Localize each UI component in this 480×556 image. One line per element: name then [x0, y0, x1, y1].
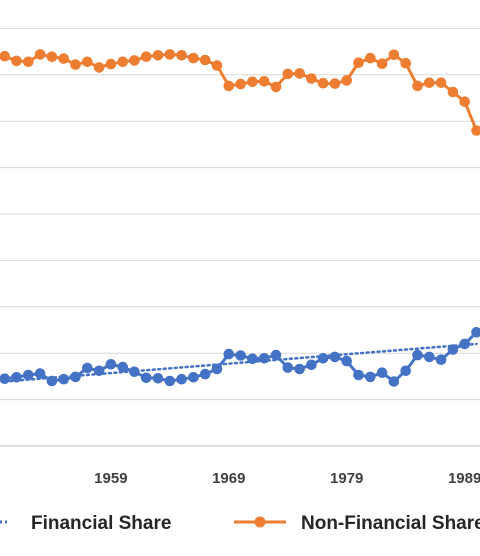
- nonfinancial-point: [188, 52, 199, 64]
- nonfinancial-point: [164, 49, 176, 60]
- financial-point: [459, 338, 471, 350]
- financial-point: [447, 344, 459, 355]
- financial-point: [0, 373, 10, 384]
- nonfinancial-point: [365, 52, 376, 64]
- financial-point: [329, 351, 341, 363]
- nonfinancial-point: [58, 53, 69, 64]
- nonfinancial-point: [223, 80, 235, 92]
- financial-point: [424, 351, 435, 363]
- financial-point: [353, 369, 364, 381]
- nonfinancial-point: [412, 80, 423, 92]
- x-tick-label: 1989: [448, 470, 480, 487]
- legend-nonfinancial-label: Non-Financial Share: [301, 513, 480, 534]
- nonfinancial-point: [199, 54, 211, 66]
- financial-point: [82, 362, 93, 374]
- financial-point: [58, 373, 69, 385]
- financial-point: [270, 349, 282, 361]
- nonfinancial-point: [11, 55, 22, 67]
- nonfinancial-point: [400, 57, 412, 69]
- nonfinancial-point: [471, 125, 480, 136]
- nonfinancial-point: [117, 56, 128, 68]
- legend-nonfinancial-marker: [254, 516, 266, 528]
- financial-point: [140, 372, 152, 384]
- financial-point: [412, 349, 423, 361]
- nonfinancial-point: [211, 60, 223, 71]
- x-tick-label: 1979: [330, 470, 363, 487]
- financial-point: [376, 367, 388, 379]
- x-axis-tick-labels: 1959 1969 1979 1989: [94, 470, 480, 487]
- nonfinancial-point: [459, 96, 471, 107]
- nonfinancial-point: [282, 68, 294, 80]
- nonfinancial-point: [247, 76, 258, 88]
- financial-point: [46, 375, 58, 387]
- financial-point: [164, 375, 176, 387]
- financial-point: [11, 372, 22, 383]
- nonfinancial-point: [306, 73, 317, 84]
- nonfinancial-point: [140, 51, 152, 62]
- nonfinancial-point: [105, 58, 117, 70]
- gridlines: [0, 27, 480, 447]
- nonfinancial-point: [258, 76, 270, 87]
- nonfinancial-point: [329, 78, 341, 89]
- financial-point: [258, 353, 270, 364]
- nonfinancial-point: [0, 50, 10, 62]
- financial-point: [152, 373, 164, 384]
- financial-point: [235, 350, 246, 361]
- nonfinancial-point: [424, 77, 435, 88]
- financial-point: [70, 371, 81, 383]
- nonfinancial-point: [270, 81, 282, 93]
- financial-point: [23, 369, 34, 381]
- financial-point: [282, 362, 294, 373]
- nonfinancial-point: [435, 77, 447, 88]
- financial-point: [93, 365, 105, 377]
- financial-point: [176, 373, 187, 385]
- series-layer: [0, 49, 480, 387]
- financial-point: [129, 366, 140, 378]
- financial-point: [471, 327, 480, 338]
- nonfinancial-point: [353, 57, 364, 68]
- financial-point: [365, 371, 376, 383]
- nonfinancial-point: [294, 68, 305, 79]
- financial-point: [188, 372, 199, 383]
- financial-point: [435, 354, 447, 366]
- nonfinancial-point: [46, 51, 58, 62]
- x-tick-label: 1969: [212, 470, 245, 487]
- financial-point: [117, 361, 128, 373]
- x-tick-label: 1959: [94, 470, 127, 487]
- financial-point: [400, 365, 412, 377]
- financial-point: [105, 359, 117, 370]
- financial-point: [223, 348, 235, 360]
- nonfinancial-point: [176, 50, 187, 61]
- nonfinancial-point: [376, 58, 388, 69]
- financial-point: [317, 353, 329, 364]
- financial-point: [199, 368, 211, 380]
- financial-point: [341, 355, 353, 367]
- financial-point: [247, 353, 258, 365]
- nonfinancial-point: [82, 56, 93, 68]
- nonfinancial-point: [70, 59, 81, 70]
- financial-point: [388, 376, 400, 387]
- nonfinancial-point: [93, 62, 105, 73]
- legend-financial-label: Financial Share: [31, 513, 171, 534]
- financial-point: [294, 363, 305, 375]
- nonfinancial-point: [447, 86, 459, 98]
- nonfinancial-point: [341, 75, 353, 86]
- trendline-layer: [3, 342, 478, 383]
- nonfinancial-point: [388, 49, 400, 61]
- financial-trendline: [3, 342, 478, 383]
- nonfinancial-point: [235, 78, 246, 90]
- legend: Financial Share Non-Financial Share: [0, 513, 480, 534]
- nonfinancial-point: [152, 50, 164, 61]
- nonfinancial-point: [34, 49, 46, 60]
- financial-point: [211, 363, 223, 375]
- nonfinancial-point: [23, 56, 34, 68]
- financial-point: [34, 368, 46, 379]
- nonfinancial-point: [317, 77, 329, 89]
- financial-point: [306, 359, 317, 371]
- nonfinancial-point: [129, 55, 140, 66]
